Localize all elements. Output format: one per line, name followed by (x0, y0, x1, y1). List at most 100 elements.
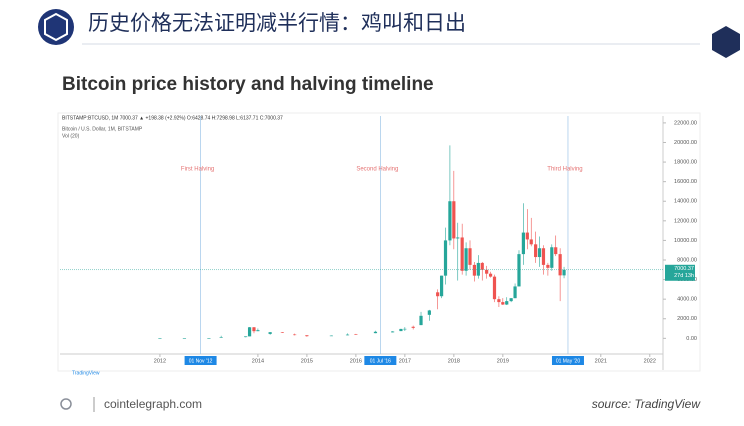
candle-body (247, 327, 252, 337)
brand: TradingView (72, 370, 100, 376)
candle-body (443, 240, 448, 276)
halving-date-box (364, 356, 397, 365)
candle-body (354, 334, 358, 335)
candle-body (329, 335, 333, 337)
y-tick-label: 10000.00 (674, 238, 697, 244)
candle-body (517, 254, 521, 287)
y-tick-label: 18000.00 (674, 160, 697, 166)
candle-body (509, 298, 513, 302)
halving-label: Third Halving (547, 167, 582, 173)
logo-hex (44, 12, 68, 42)
candle-body (293, 334, 297, 336)
candle-body (541, 248, 546, 265)
halving-date-box (184, 356, 217, 365)
candle-body (550, 247, 554, 268)
candle-body (207, 338, 211, 339)
candle-body (558, 254, 562, 276)
x-tick-label: 2017 (399, 358, 411, 364)
candle-body (488, 273, 493, 277)
candle-body (252, 327, 256, 332)
y-tick-label: 20000.00 (674, 140, 697, 146)
chart-frame (57, 112, 701, 372)
candle-body (525, 232, 529, 240)
candle-body (427, 310, 431, 315)
candle-body (534, 244, 538, 258)
candle-body (419, 315, 423, 326)
halving-date: 01 Nov '12 (189, 358, 213, 364)
y-tick-label: 22000.00 (674, 120, 697, 126)
source: source: TradingView (592, 397, 702, 411)
candle-body (391, 331, 395, 333)
candle-body (485, 269, 489, 274)
candle-body (345, 334, 350, 336)
candle-body (439, 275, 444, 297)
site-name: cointelegraph.com (104, 397, 202, 411)
candle-body (460, 237, 464, 271)
halving-label: First Halving (181, 167, 214, 173)
candle-body (529, 239, 533, 245)
candle-body (436, 292, 440, 297)
candle-body (492, 276, 497, 300)
candle-body (399, 328, 403, 332)
candle-body (521, 232, 525, 255)
y-tick-label: 8000.00 (677, 257, 697, 263)
candle-body (468, 248, 472, 265)
corner-hexagon (712, 26, 740, 58)
chart-title: Bitcoin price history and halving timeli… (62, 74, 434, 95)
candle-body (305, 335, 309, 337)
site-logo (60, 398, 72, 410)
candle-body (256, 330, 260, 332)
candle-body (562, 269, 566, 276)
candle-body (505, 301, 509, 305)
price-box (665, 264, 695, 281)
x-tick-label: 2015 (301, 358, 313, 364)
candle-body (244, 336, 248, 338)
candle-body (513, 286, 517, 299)
candle-body (464, 248, 468, 271)
candle-body (452, 201, 456, 239)
candle-body (280, 332, 284, 333)
halving-date: 01 Jul '16 (370, 358, 391, 364)
candle-body (554, 247, 558, 255)
candle-body (480, 262, 484, 270)
candle-body (537, 248, 542, 258)
candle-body (476, 262, 480, 276)
candle-body (448, 201, 452, 241)
candle-body (501, 302, 505, 305)
y-tick-label: 0.00 (686, 336, 697, 342)
legend-line: Bitcoin / U.S. Dollar, 1M, BITSTAMP (62, 126, 143, 132)
volume-label: Vol (20) (62, 133, 80, 139)
countdown: 27d 13h (674, 273, 694, 279)
price-label: 7000.37 (674, 266, 694, 272)
symbol-line: BITSTAMP:BTCUSD, 1M 7000.37 ▲ +198.38 (+… (62, 115, 283, 121)
candle-body (268, 332, 272, 334)
x-tick-label: 2018 (448, 358, 460, 364)
candle-body (546, 264, 550, 268)
candle-body (158, 338, 162, 339)
y-tick-label: 12000.00 (674, 218, 697, 224)
y-tick-label: 14000.00 (674, 199, 697, 205)
x-tick-label: 2019 (497, 358, 509, 364)
candle-body (219, 337, 223, 338)
slide-header: 历史价格无法证明减半行情：鸡叫和日出 (88, 11, 466, 35)
y-tick-label: 4000.00 (677, 297, 697, 303)
x-tick-label: 2021 (595, 358, 607, 364)
x-tick-label: 2022 (644, 358, 656, 364)
x-tick-label: 2014 (252, 358, 264, 364)
y-tick-label: 16000.00 (674, 179, 697, 185)
candle-body (472, 264, 477, 276)
halving-label: Second Halving (356, 167, 398, 173)
candle-body (456, 237, 460, 239)
candle-body (411, 326, 415, 328)
candle-body (403, 328, 407, 330)
candle-body (182, 338, 187, 339)
x-tick-label: 2016 (350, 358, 362, 364)
candle-body (373, 331, 378, 334)
x-tick-label: 2012 (154, 358, 166, 364)
candle-body (497, 299, 501, 303)
y-tick-label: 2000.00 (677, 316, 697, 322)
halving-date-box (551, 356, 584, 365)
halving-date: 01 May '20 (556, 358, 581, 364)
